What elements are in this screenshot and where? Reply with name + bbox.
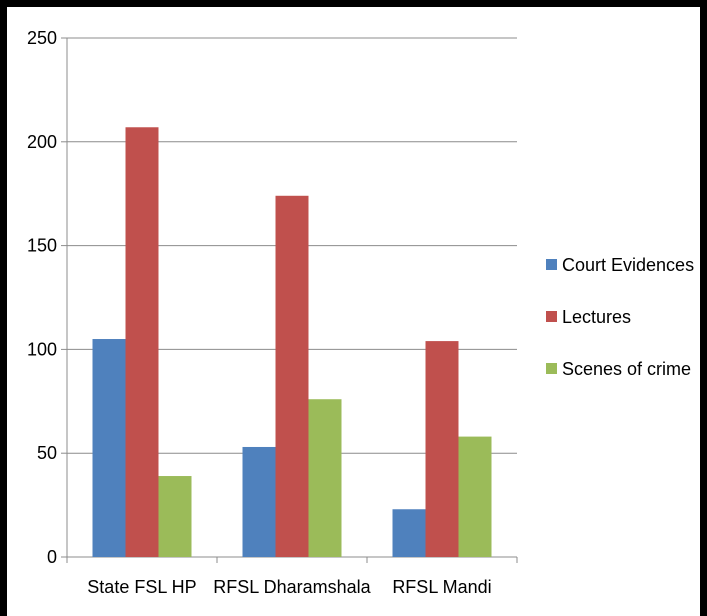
bar-scenes-of-crime [458,436,492,557]
x-category-label: RFSL Dharamshala [213,577,371,597]
bar-chart: 0 50 100 150 200 250 State FSL HP RFSL Dharamsh… [27,28,694,597]
bar-lectures [425,341,459,557]
bar-lectures [275,195,309,557]
legend-label: Court Evidences [562,255,694,275]
bar-scenes-of-crime [158,476,192,557]
bar-lectures [125,127,159,557]
y-tick-label: 200 [27,132,57,152]
axis-labels: 0 50 100 150 200 250 State FSL HP RFSL Dharamsh… [27,28,492,597]
legend-swatch [546,311,557,322]
x-category-label: State FSL HP [87,577,196,597]
bar-court-evidences [242,446,276,557]
legend-label: Lectures [562,307,631,327]
y-tick-label: 0 [47,547,57,567]
legend-label: Scenes of crime [562,359,691,379]
legend-swatch [546,259,557,270]
bar-court-evidences [92,339,126,557]
y-tick-label: 100 [27,339,57,359]
y-tick-label: 50 [37,443,57,463]
y-tick-label: 150 [27,236,57,256]
legend: Court Evidences Lectures Scenes of crime [546,255,694,379]
legend-swatch [546,363,557,374]
x-category-label: RFSL Mandi [392,577,491,597]
bars [92,127,492,557]
bar-court-evidences [392,509,426,557]
y-tick-label: 250 [27,28,57,48]
bar-scenes-of-crime [308,399,342,557]
